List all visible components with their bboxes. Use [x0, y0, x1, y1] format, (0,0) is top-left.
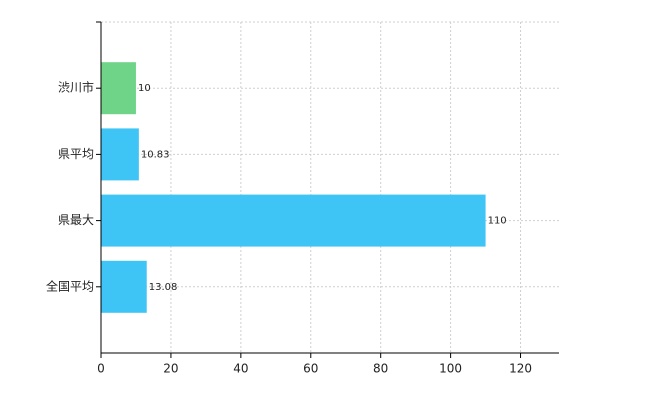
- y-tick-label: 渋川市: [58, 80, 94, 95]
- bar: [101, 260, 147, 313]
- value-label: 10: [138, 83, 151, 94]
- x-tick-label: 60: [303, 362, 318, 376]
- x-tick-label: 0: [97, 362, 105, 376]
- value-label: 13.08: [149, 282, 178, 293]
- value-label: 10.83: [141, 149, 170, 160]
- x-tick-label: 120: [509, 362, 532, 376]
- bar: [101, 194, 486, 247]
- y-tick-label: 全国平均: [46, 278, 94, 293]
- y-tick-label: 県最大: [58, 213, 94, 227]
- x-tick-label: 100: [439, 362, 462, 376]
- bar: [101, 128, 139, 181]
- value-label: 110: [488, 216, 507, 227]
- y-tick-label: 県平均: [58, 147, 94, 161]
- bar: [101, 62, 136, 115]
- x-tick-label: 80: [373, 362, 388, 376]
- x-tick-label: 40: [233, 362, 248, 376]
- x-tick-label: 20: [163, 362, 178, 376]
